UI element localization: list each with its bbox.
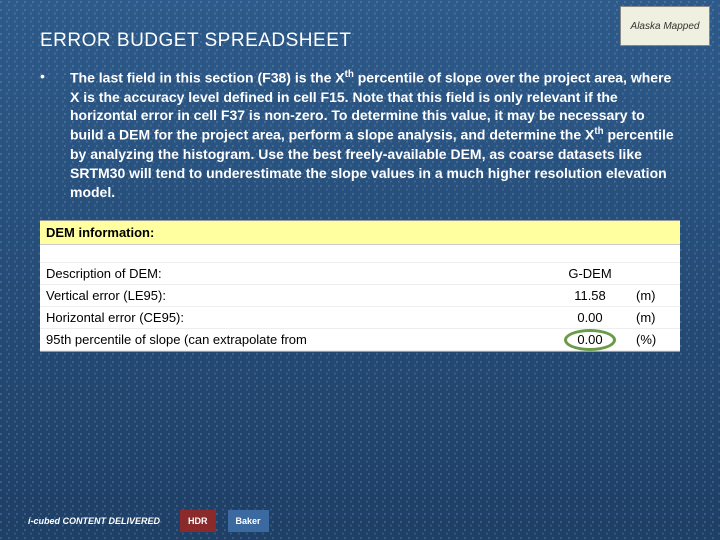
row-unit: (m): [630, 285, 680, 306]
row-value: 0.00: [550, 307, 630, 328]
row-value: G-DEM: [550, 263, 630, 284]
alaska-mapped-logo: Alaska Mapped: [620, 6, 710, 46]
row-label: Vertical error (LE95):: [40, 285, 550, 306]
spreadsheet-blank-row: [40, 245, 680, 263]
baker-logo: Baker: [228, 510, 269, 532]
bullet-item: • The last field in this section (F38) i…: [40, 68, 680, 202]
row-unit: [630, 263, 680, 284]
footer-logos: i-cubed CONTENT DELIVERED HDR Baker: [20, 510, 269, 532]
hdr-logo: HDR: [180, 510, 216, 532]
table-row: Description of DEM: G-DEM: [40, 263, 680, 285]
table-row: Vertical error (LE95): 11.58 (m): [40, 285, 680, 307]
dem-spreadsheet: DEM information: Description of DEM: G-D…: [40, 220, 680, 352]
row-value: 0.00: [550, 329, 630, 350]
row-label: 95th percentile of slope (can extrapolat…: [40, 329, 550, 350]
bullet-text: The last field in this section (F38) is …: [70, 68, 680, 202]
row-value: 11.58: [550, 285, 630, 306]
icubed-logo: i-cubed CONTENT DELIVERED: [20, 510, 168, 532]
table-row: 95th percentile of slope (can extrapolat…: [40, 329, 680, 351]
table-row: Horizontal error (CE95): 0.00 (m): [40, 307, 680, 329]
spreadsheet-header: DEM information:: [40, 221, 680, 245]
bullet-marker: •: [40, 68, 70, 202]
row-unit: (m): [630, 307, 680, 328]
row-label: Description of DEM:: [40, 263, 550, 284]
row-unit: (%): [630, 329, 680, 350]
row-label: Horizontal error (CE95):: [40, 307, 550, 328]
slide-title: ERROR BUDGET SPREADSHEET: [40, 30, 351, 52]
